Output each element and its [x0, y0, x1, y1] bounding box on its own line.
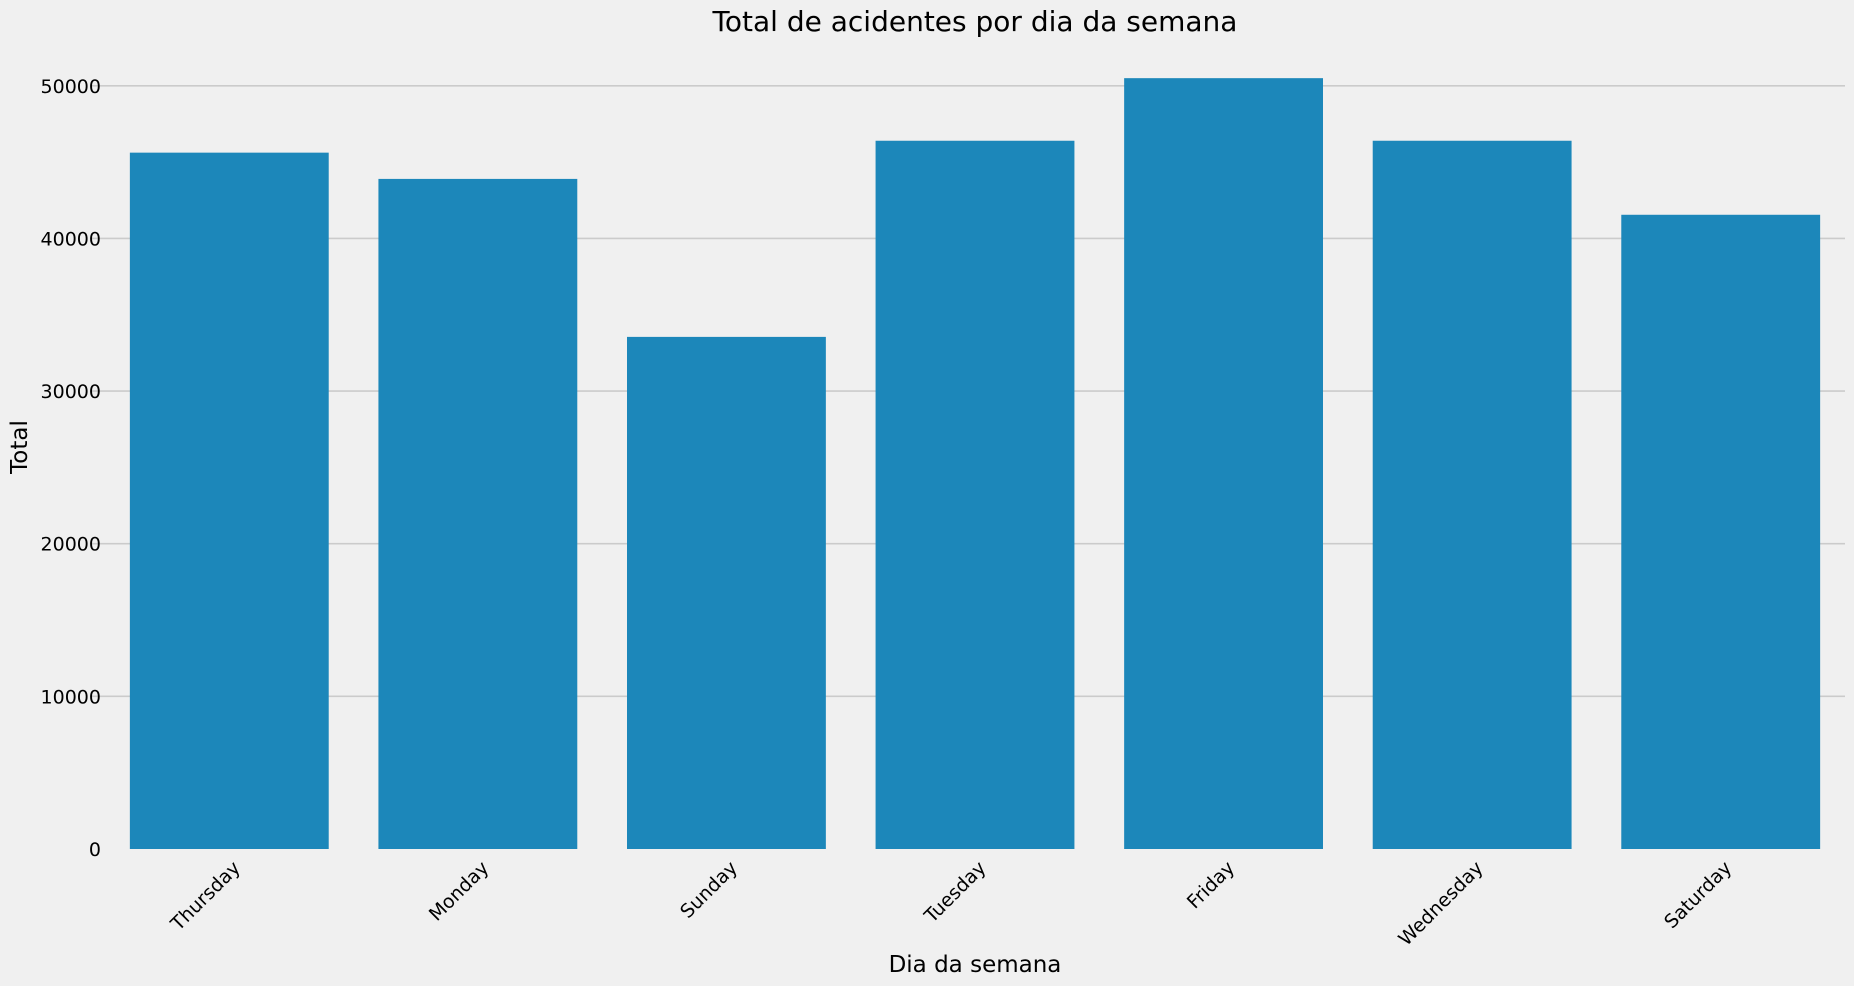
bars [129, 78, 1821, 850]
bar-friday [1124, 78, 1323, 849]
y-tick-label: 20000 [41, 534, 101, 556]
bar-saturday [1621, 214, 1821, 849]
y-axis-ticks: 0 10000 20000 30000 40000 50000 [41, 76, 101, 861]
y-tick-label: 50000 [41, 76, 101, 98]
bar-wednesday [1372, 140, 1572, 849]
y-tick-label: 30000 [41, 381, 101, 403]
chart-title: Total de acidentes por dia da semana [712, 5, 1238, 38]
y-tick-label: 10000 [41, 686, 101, 708]
y-tick-label: 0 [89, 839, 101, 861]
x-axis-label: Dia da semana [889, 952, 1062, 978]
y-tick-label: 40000 [41, 228, 101, 250]
bar-tuesday [875, 140, 1075, 849]
bar-thursday [129, 152, 329, 850]
bar-sunday [627, 336, 826, 850]
bar-monday [378, 178, 578, 849]
y-axis-label: Total [7, 420, 33, 475]
